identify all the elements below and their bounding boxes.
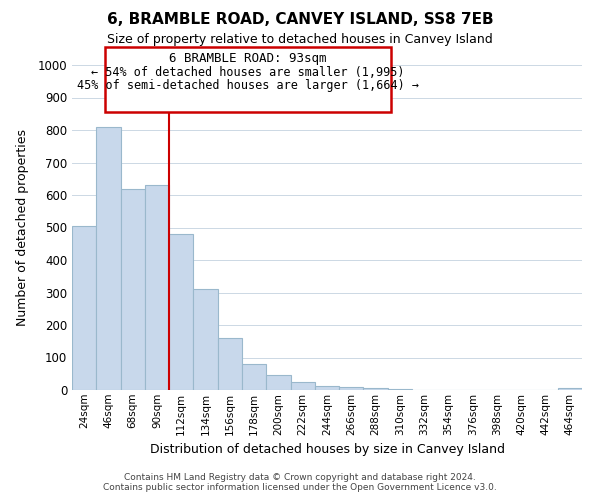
Text: Size of property relative to detached houses in Canvey Island: Size of property relative to detached ho…: [107, 32, 493, 46]
Bar: [242, 364, 266, 390]
Bar: [169, 234, 193, 390]
Bar: [193, 289, 218, 390]
Bar: [266, 374, 290, 390]
Bar: [290, 382, 315, 390]
Bar: [558, 388, 582, 390]
Bar: [145, 185, 169, 390]
Text: 6, BRAMBLE ROAD, CANVEY ISLAND, SS8 7EB: 6, BRAMBLE ROAD, CANVEY ISLAND, SS8 7EB: [107, 12, 493, 28]
X-axis label: Distribution of detached houses by size in Canvey Island: Distribution of detached houses by size …: [149, 443, 505, 456]
Text: 6 BRAMBLE ROAD: 93sqm: 6 BRAMBLE ROAD: 93sqm: [169, 52, 326, 65]
Text: 45% of semi-detached houses are larger (1,664) →: 45% of semi-detached houses are larger (…: [77, 79, 419, 92]
Bar: [339, 387, 364, 390]
Bar: [121, 188, 145, 390]
Bar: [96, 126, 121, 390]
Text: ← 54% of detached houses are smaller (1,995): ← 54% of detached houses are smaller (1,…: [91, 66, 404, 79]
Text: Contains public sector information licensed under the Open Government Licence v3: Contains public sector information licen…: [103, 484, 497, 492]
Bar: [72, 226, 96, 390]
Text: Contains HM Land Registry data © Crown copyright and database right 2024.: Contains HM Land Registry data © Crown c…: [124, 474, 476, 482]
Bar: [315, 386, 339, 390]
Bar: [218, 338, 242, 390]
Y-axis label: Number of detached properties: Number of detached properties: [16, 129, 29, 326]
FancyBboxPatch shape: [105, 47, 391, 112]
Bar: [364, 388, 388, 390]
